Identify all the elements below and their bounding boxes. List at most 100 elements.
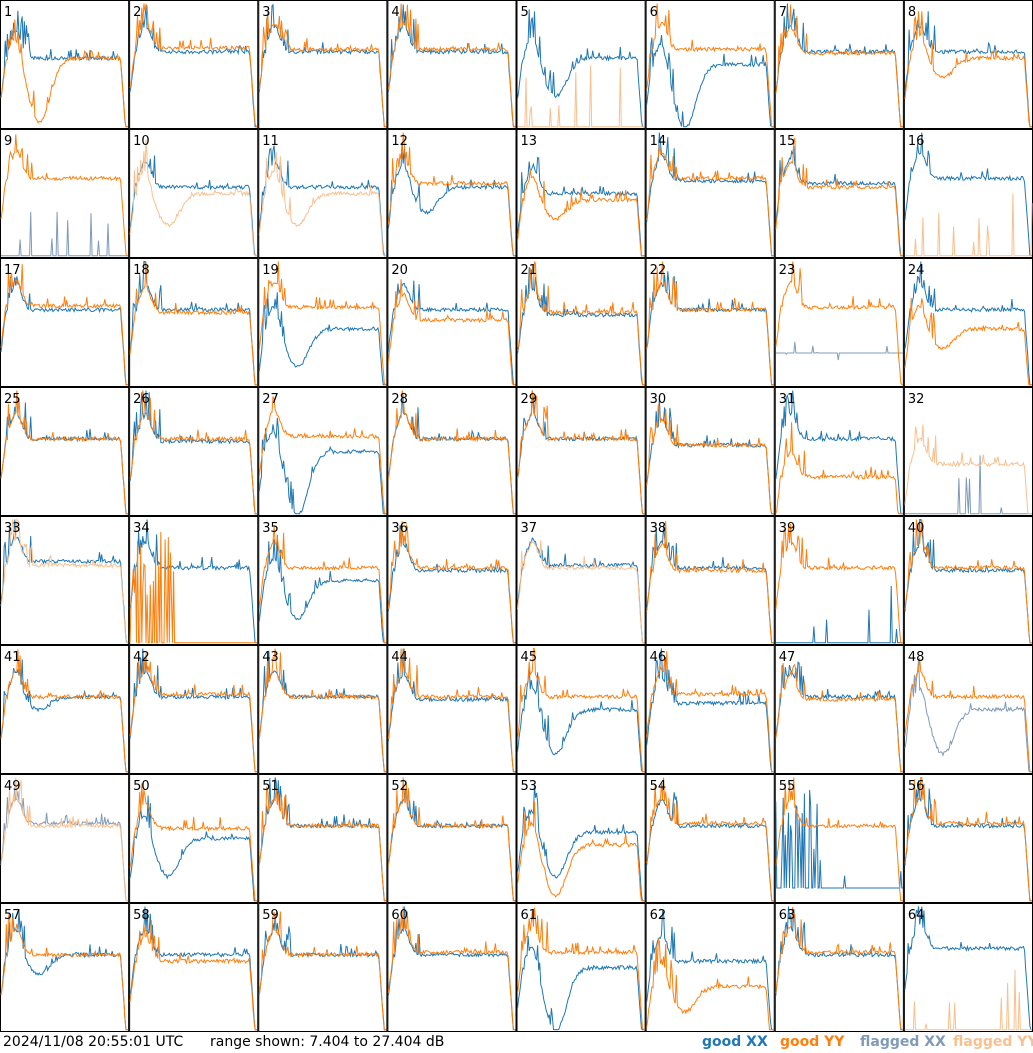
panel-label: 6 xyxy=(650,5,658,20)
series-line-good-yy xyxy=(646,651,774,773)
series-line-good-yy xyxy=(387,390,516,515)
panel-label: 15 xyxy=(779,134,796,149)
series-line-good-xx xyxy=(646,909,774,1031)
panel-21: 21 xyxy=(516,258,646,387)
panel-35: 35 xyxy=(258,516,388,645)
panel-label: 11 xyxy=(262,134,279,149)
series-line-good-yy xyxy=(387,521,516,644)
series-line-good-xx xyxy=(646,35,774,128)
panel-label: 35 xyxy=(262,521,279,536)
series-line-good-xx xyxy=(775,390,903,515)
panel-45: 45 xyxy=(516,645,646,774)
panel-label: 52 xyxy=(391,779,408,794)
series-line-good-xx xyxy=(258,914,387,1031)
panel-label: 49 xyxy=(4,779,21,794)
panel-2: 2 xyxy=(129,0,259,129)
panel-frame xyxy=(645,387,775,516)
panel-61: 61 xyxy=(516,903,646,1032)
panel-label: 20 xyxy=(391,263,408,278)
panel-label: 40 xyxy=(908,521,925,536)
panel-3: 3 xyxy=(258,0,388,129)
panel-32: 32 xyxy=(903,387,1033,516)
panel-31: 31 xyxy=(774,387,904,516)
panel-label: 12 xyxy=(391,134,408,149)
series-line-good-xx xyxy=(646,132,774,257)
series-line-good-yy xyxy=(129,261,258,386)
series-line-good-xx xyxy=(775,585,903,644)
series-line-good-yy xyxy=(517,801,645,902)
series-line-good-xx xyxy=(387,280,516,386)
panel-38: 38 xyxy=(645,516,775,645)
series-line-good-xx xyxy=(904,780,1032,902)
series-line-good-xx xyxy=(904,11,1032,128)
series-line-flagged-yy xyxy=(517,540,645,644)
series-line-good-xx xyxy=(387,142,516,257)
panel-26: 26 xyxy=(129,387,259,516)
panel-label: 44 xyxy=(391,650,408,665)
series-line-good-yy xyxy=(129,919,258,1031)
timestamp-label: 2024/11/08 20:55:01 UTC xyxy=(3,1034,184,1050)
panel-14: 14 xyxy=(645,129,775,258)
series-line-good-xx xyxy=(129,390,258,515)
panel-label: 3 xyxy=(262,5,270,20)
panel-label: 8 xyxy=(908,5,916,20)
panel-frame xyxy=(516,774,646,903)
panel-label: 1 xyxy=(4,5,12,20)
series-line-good-xx xyxy=(646,792,774,902)
series-line-good-xx xyxy=(904,261,1032,386)
panel-label: 23 xyxy=(779,263,796,278)
panel-42: 42 xyxy=(129,645,259,774)
panel-frame xyxy=(903,0,1033,129)
series-line-good-yy xyxy=(646,261,774,386)
series-line-good-xx xyxy=(775,906,903,1031)
series-line-good-yy xyxy=(904,519,1032,644)
series-line-good-xx xyxy=(129,519,258,644)
series-line-good-xx xyxy=(775,146,903,257)
panel-label: 37 xyxy=(521,521,538,536)
panel-9: 9 xyxy=(0,129,130,258)
panel-64: 64 xyxy=(903,903,1033,1032)
panel-18: 18 xyxy=(129,258,259,387)
panel-12: 12 xyxy=(387,129,517,258)
series-line-flagged-yy xyxy=(129,139,258,257)
series-line-good-xx xyxy=(129,906,258,1031)
panel-frame xyxy=(903,774,1033,903)
panel-4: 4 xyxy=(387,0,517,129)
series-line-good-yy xyxy=(775,4,903,128)
series-line-good-xx xyxy=(646,648,774,773)
panel-label: 25 xyxy=(4,392,21,407)
panel-frame xyxy=(645,129,775,258)
panel-11: 11 xyxy=(258,129,388,258)
panel-frame xyxy=(645,774,775,903)
series-line-flagged-yy xyxy=(517,65,645,128)
series-line-good-xx xyxy=(517,785,645,902)
panel-49: 49 xyxy=(0,774,130,903)
series-line-good-yy xyxy=(517,907,645,1031)
panel-label: 5 xyxy=(521,5,529,20)
panel-52: 52 xyxy=(387,774,517,903)
panel-41: 41 xyxy=(0,645,130,774)
panel-frame xyxy=(516,387,646,516)
series-line-good-xx xyxy=(129,648,258,773)
series-line-good-xx xyxy=(258,417,387,515)
panel-label: 56 xyxy=(908,779,925,794)
panel-label: 10 xyxy=(133,134,150,149)
series-line-good-yy xyxy=(258,648,387,773)
panel-frame xyxy=(774,258,904,387)
panel-56: 56 xyxy=(903,774,1033,903)
panel-frame xyxy=(387,258,517,387)
panel-46: 46 xyxy=(645,645,775,774)
panel-55: 55 xyxy=(774,774,904,903)
panel-frame xyxy=(774,516,904,645)
series-line-good-yy xyxy=(258,786,387,902)
series-line-good-yy xyxy=(258,525,387,644)
series-line-good-yy xyxy=(129,653,258,773)
series-line-good-yy xyxy=(646,404,774,515)
panel-label: 43 xyxy=(262,650,279,665)
panel-62: 62 xyxy=(645,903,775,1032)
panel-label: 47 xyxy=(779,650,796,665)
series-line-good-yy xyxy=(646,144,774,257)
panel-5: 5 xyxy=(516,0,646,129)
series-line-good-xx xyxy=(517,537,645,644)
